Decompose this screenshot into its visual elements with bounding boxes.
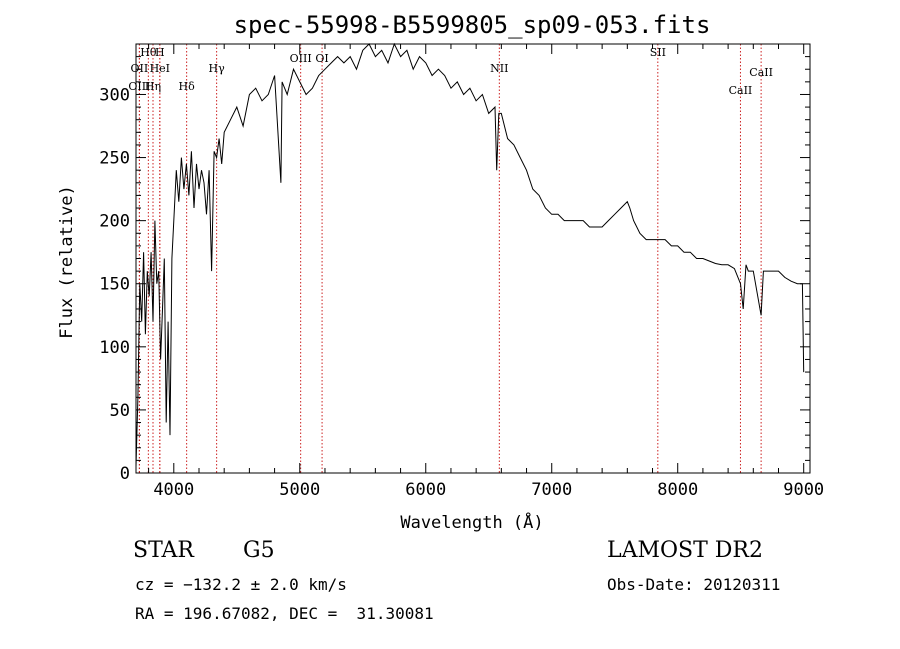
survey-name: LAMOST DR2 — [607, 538, 763, 563]
y-tick-label: 50 — [110, 401, 130, 421]
x-tick-label: 7000 — [531, 480, 572, 500]
line-marker-label: OI — [315, 52, 328, 65]
x-tick-label: 9000 — [783, 480, 824, 500]
line-marker-label: Hδ — [179, 80, 196, 93]
y-tick-label: 0 — [120, 464, 130, 484]
line-marker-label: OIII — [290, 52, 312, 65]
y-tick-label: 200 — [99, 212, 130, 232]
y-tick-label: 300 — [99, 85, 130, 105]
object-subclass: G5 — [243, 538, 275, 563]
object-class: STAR — [133, 538, 194, 563]
y-tick-label: 250 — [99, 149, 130, 169]
spectrum-line — [135, 42, 805, 467]
x-tick-label: 5000 — [279, 480, 320, 500]
obs-date: Obs-Date: 20120311 — [607, 575, 781, 594]
y-axis-label: Flux (relative) — [57, 185, 77, 339]
x-tick-label: 8000 — [657, 480, 698, 500]
y-tick-label: 100 — [99, 338, 130, 358]
chart-title: spec-55998-B5599805_sp09-053.fits — [234, 11, 711, 39]
line-marker-label: Hγ — [209, 62, 226, 75]
line-marker-label: HeI — [150, 62, 170, 75]
coordinates-text: RA = 196.67082, DEC = 31.30081 — [135, 604, 434, 623]
line-marker-label: NII — [490, 62, 508, 75]
x-tick-label: 6000 — [405, 480, 446, 500]
line-marker-label: SII — [650, 46, 666, 59]
x-axis-label: Wavelength (Å) — [400, 511, 543, 533]
x-tick-label: 4000 — [153, 480, 194, 500]
redshift-text: cz = −132.2 ± 2.0 km/s — [135, 575, 347, 594]
line-marker-label: CaII — [749, 66, 773, 79]
line-marker-label: OIII — [128, 80, 150, 93]
line-marker-label: CaII — [729, 84, 753, 97]
line-marker-label: Hη — [145, 80, 161, 93]
y-tick-label: 150 — [99, 275, 130, 295]
